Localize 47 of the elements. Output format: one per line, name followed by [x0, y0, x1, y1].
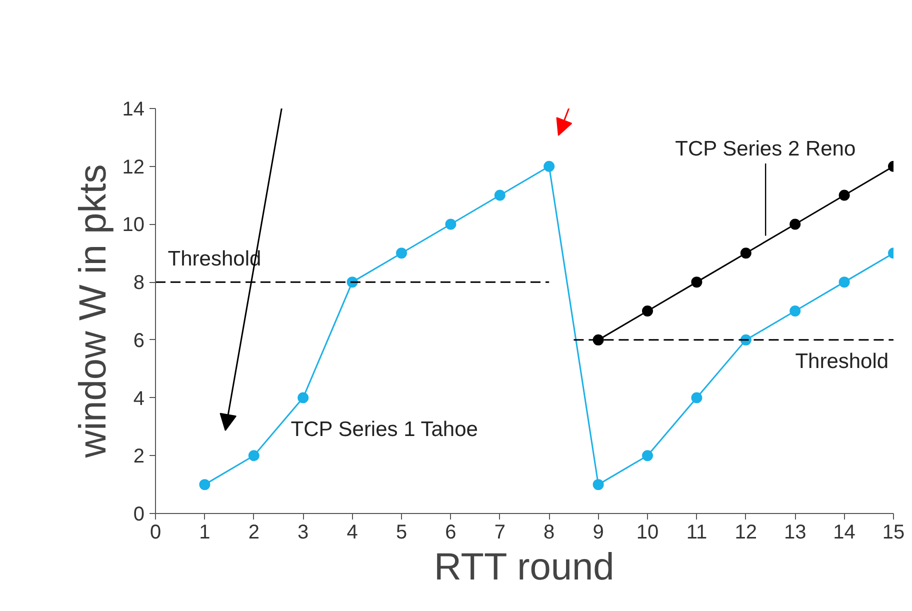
series-label: TCP Series 1 Tahoe: [290, 418, 478, 442]
series-label: Threshold: [795, 350, 889, 374]
y-tick-label: 0: [133, 504, 144, 526]
point: [592, 334, 604, 346]
x-tick-label: 6: [445, 522, 456, 544]
x-tick-label: 3: [298, 522, 309, 544]
point: [544, 160, 555, 172]
x-tick-label: 1: [199, 522, 210, 544]
point: [838, 276, 850, 288]
y-axis-title: window W in pkts: [72, 164, 114, 459]
point: [642, 450, 653, 462]
series-label: TCP Series 2 Reno: [675, 138, 856, 160]
x-tick-label: 13: [784, 522, 806, 544]
y-tick-label: 10: [122, 214, 145, 236]
x-tick-label: 15: [882, 522, 905, 544]
x-tick-label: 5: [396, 522, 408, 544]
point: [199, 479, 210, 490]
y-tick-label: 8: [133, 272, 144, 294]
x-tick-label: 2: [248, 522, 260, 544]
point: [396, 248, 407, 259]
x-tick-label: 0: [150, 522, 162, 544]
point: [494, 190, 506, 201]
point: [642, 306, 653, 316]
point: [740, 248, 752, 259]
point: [445, 218, 456, 230]
point: [691, 276, 702, 288]
y-tick-label: 2: [133, 446, 144, 468]
point: [298, 392, 309, 404]
x-tick-label: 14: [833, 522, 856, 544]
x-tick-label: 9: [592, 522, 604, 544]
x-tick-label: 10: [636, 522, 659, 544]
x-axis-title: RTT round: [434, 546, 614, 588]
x-tick-label: 4: [346, 522, 358, 544]
y-tick-label: 12: [122, 156, 145, 178]
point: [838, 190, 850, 201]
y-tick-label: 14: [122, 98, 145, 120]
point: [592, 479, 604, 490]
point: [790, 306, 801, 316]
x-tick-label: 11: [686, 522, 708, 544]
y-tick-label: 6: [133, 330, 144, 352]
y-tick-label: 4: [133, 388, 144, 410]
point: [248, 450, 260, 462]
x-tick-label: 8: [544, 522, 555, 544]
point: [691, 392, 702, 404]
point: [790, 218, 801, 230]
x-tick-label: 12: [734, 522, 758, 544]
x-tick-label: 7: [494, 522, 506, 544]
